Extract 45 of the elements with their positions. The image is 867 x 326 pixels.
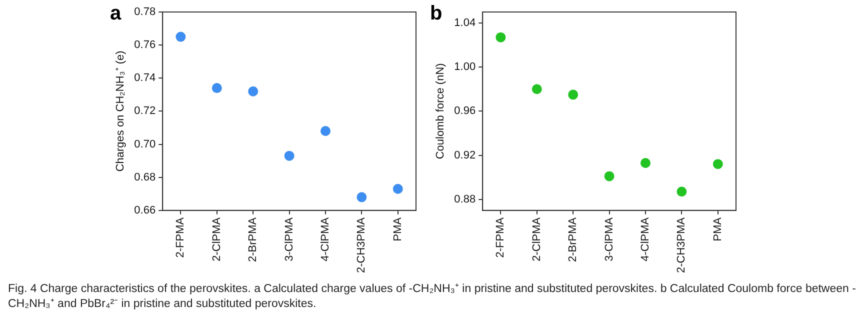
point xyxy=(532,84,542,94)
caption: Fig. 4 Charge characteristics of the perovskites. a Calculated charge values of -CH₂NH₃⁺ in pristine and substituted perovskites. b Calculated Coulomb force between -CH₂NH₃⁺ and PbBr₄²⁻ in pristine and substituted perovskites. xyxy=(8,282,857,312)
chart-title: a xyxy=(110,2,122,25)
point xyxy=(356,192,367,202)
point xyxy=(604,171,614,182)
x-tick-label: 3-ClPMA xyxy=(603,216,616,262)
x-tick-label: 2-FPMA xyxy=(494,216,507,258)
point xyxy=(392,184,403,194)
y-tick-label: 0.76 xyxy=(134,39,156,52)
y-tick-label: 0.88 xyxy=(454,193,476,206)
y-tick-label: 0.72 xyxy=(134,105,156,118)
x-tick-label: 2-ClPMA xyxy=(210,216,223,262)
chart-title: b xyxy=(430,2,442,25)
y-tick-label: 1.04 xyxy=(454,17,476,30)
x-tick-label: 2-ClPMA xyxy=(530,216,543,262)
y-tick-label: 0.78 xyxy=(134,6,156,18)
point xyxy=(320,126,331,136)
x-tick-label: 4-ClPMA xyxy=(640,216,652,262)
point xyxy=(676,186,687,197)
point xyxy=(248,86,258,96)
y-tick-label: 0.92 xyxy=(454,149,476,162)
x-tick-label: 4-ClPMA xyxy=(320,216,332,262)
point xyxy=(212,83,222,94)
y-tick-label: 0.74 xyxy=(134,72,156,84)
y-tick-label: 0.70 xyxy=(134,138,156,150)
x-tick-label: 2-FPMA xyxy=(174,216,187,258)
y-axis-title: Charges on CH₂NH₃⁺ (e) xyxy=(114,50,127,172)
point xyxy=(712,159,723,170)
x-tick-label: 2-BrPMA xyxy=(247,216,260,262)
x-tick-label: 3-ClPMA xyxy=(283,216,296,262)
point xyxy=(176,32,186,42)
y-tick-label: 0.68 xyxy=(134,171,156,184)
x-tick-label: 2-BrPMA xyxy=(567,216,580,262)
y-tick-label: 0.96 xyxy=(454,105,476,118)
y-tick-label: 1.00 xyxy=(454,61,476,74)
y-axis-title: Coulomb force (nN) xyxy=(434,63,447,160)
point xyxy=(284,150,294,161)
y-tick-label: 0.66 xyxy=(134,204,156,216)
x-tick-label: 2-CH3PMA xyxy=(676,216,688,273)
x-tick-label: PMA xyxy=(712,216,724,242)
x-tick-label: 2-CH3PMA xyxy=(356,216,368,273)
x-tick-label: PMA xyxy=(392,216,404,242)
point xyxy=(496,32,506,42)
point xyxy=(640,158,651,168)
point xyxy=(568,90,578,100)
